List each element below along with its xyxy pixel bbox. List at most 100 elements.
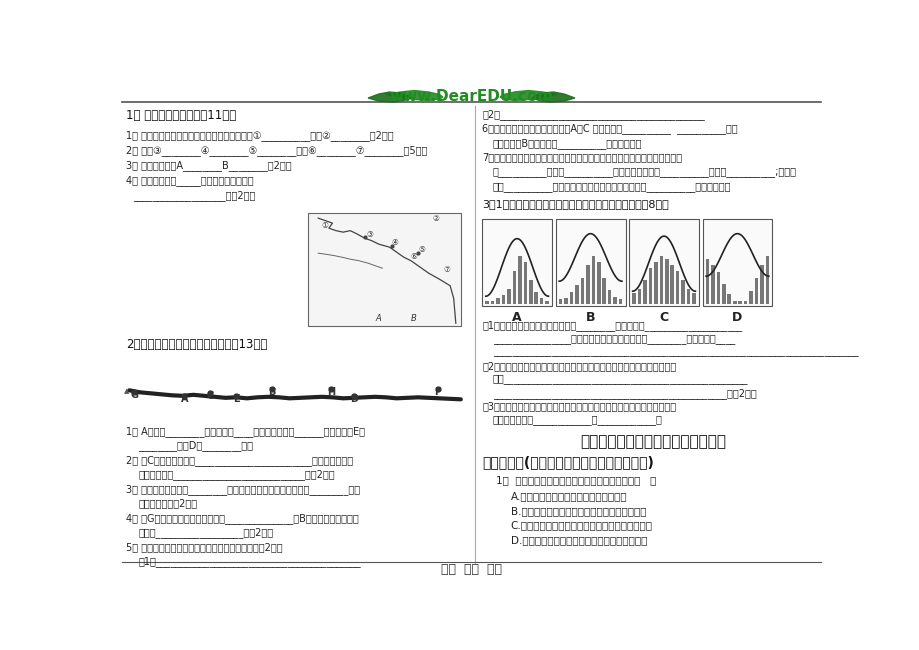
Text: A.北京是我国最大的城市和政治中心城市: A.北京是我国最大的城市和政治中心城市 [510, 491, 627, 501]
Bar [569, 292, 573, 304]
Polygon shape [386, 90, 443, 101]
Text: C: C [206, 391, 213, 401]
Bar [686, 289, 689, 304]
Text: B.北京是我国政治文化中心和国际交往中心城市: B.北京是我国政治文化中心和国际交往中心城市 [510, 506, 645, 516]
Bar [754, 278, 757, 304]
Bar [485, 301, 488, 304]
Polygon shape [368, 92, 411, 102]
Text: 4、 在该区建立起_____型工业地带，其特点: 4、 在该区建立起_____型工业地带，其特点 [126, 175, 253, 186]
Bar [691, 293, 695, 304]
Bar [732, 300, 736, 304]
Text: 5、 为防治长江水污染，你认为应采取什么措施？（2分）: 5、 为防治长江水污染，你认为应采取什么措施？（2分） [126, 542, 282, 552]
Bar [705, 259, 709, 304]
Text: A: A [180, 395, 187, 404]
Text: 1、 图中数码代表的地理事物名称分别是：河流①__________海洋②________（2分）: 1、 图中数码代表的地理事物名称分别是：河流①__________海洋②____… [126, 130, 393, 141]
Bar [759, 265, 763, 304]
Bar [727, 294, 731, 304]
Text: 异：__________________________________________________: 异：______________________________________… [493, 374, 747, 384]
Bar [585, 265, 589, 304]
Text: ③: ③ [366, 229, 372, 239]
Bar [574, 285, 578, 304]
Text: 区的典型植被是____________和____________。: 区的典型植被是____________和____________。 [493, 415, 662, 425]
Text: ④: ④ [391, 238, 398, 247]
Bar [664, 259, 668, 304]
Bar [642, 280, 646, 304]
Text: ⑥: ⑥ [411, 252, 417, 261]
Bar [670, 265, 674, 304]
Polygon shape [500, 90, 557, 101]
Text: 4、 在G市发展钢铁工业的资源条件______________，B市发展轻纺工业的资: 4、 在G市发展钢铁工业的资源条件______________，B市发展轻纺工业… [126, 513, 358, 524]
Text: ①: ① [322, 221, 328, 230]
Bar [743, 300, 746, 304]
Bar [528, 280, 532, 304]
FancyBboxPatch shape [555, 218, 625, 306]
Text: D: D [732, 311, 742, 324]
Text: D: D [350, 395, 357, 404]
Bar [563, 298, 567, 304]
Bar [602, 278, 606, 304]
Text: 2、（一）读长江沿江地带图回答（13分）: 2、（一）读长江沿江地带图回答（13分） [126, 338, 267, 351]
Text: 2、 城市③________④________⑤________铁路⑥________⑦________（5分）: 2、 城市③________④________⑤________铁路⑥_____… [126, 145, 426, 156]
Text: 制__________，提高__________；植被方面要营造__________，改善__________;水利方: 制__________，提高__________；植被方面要营造________… [493, 167, 796, 177]
Bar [659, 255, 663, 304]
FancyBboxPatch shape [482, 218, 551, 306]
Bar [738, 300, 741, 304]
Bar [534, 292, 538, 304]
Text: B: B [411, 314, 416, 323]
Text: 6、在长江沿江工业带的城市中，A、C 为中心的是__________  __________等工: 6、在长江沿江工业带的城市中，A、C 为中心的是__________ _____… [482, 124, 737, 135]
Text: （1）__________________________________________: （1）_____________________________________… [139, 556, 361, 567]
Text: ②: ② [432, 214, 438, 223]
Text: ▲: ▲ [123, 388, 129, 395]
Text: F: F [434, 387, 440, 397]
Text: （2）、受气温和降水特点的影响，说说北方和南方的河流会有什么样的差: （2）、受气温和降水特点的影响，说说北方和南方的河流会有什么样的差 [482, 361, 675, 370]
Bar [613, 297, 616, 304]
Text: B: B [268, 387, 276, 397]
Bar [765, 255, 768, 304]
Text: 3、1、读下列四幅气温曲线和降水柱状图，作出判断（8分）: 3、1、读下列四幅气温曲线和降水柱状图，作出判断（8分） [482, 199, 668, 209]
Text: B: B [585, 311, 595, 324]
Text: 3、 特别行政区：A________B________（2分）: 3、 特别行政区：A________B________（2分） [126, 160, 291, 171]
Bar [637, 289, 641, 304]
Text: 业基地，以B为中心的是__________等工业基地。: 业基地，以B为中心的是__________等工业基地。 [493, 138, 641, 149]
FancyBboxPatch shape [307, 213, 460, 326]
Text: 面要__________，增强调洪能力；在工业方面要消除__________，保护环境。: 面要__________，增强调洪能力；在工业方面要消除__________，保… [493, 181, 731, 192]
Text: 人教版八年级地理第二学期期末考试: 人教版八年级地理第二学期期末考试 [580, 434, 725, 449]
Polygon shape [531, 92, 574, 102]
Text: ___________________________________________________________________________: ________________________________________… [493, 347, 857, 358]
Bar [675, 270, 678, 304]
Text: ________________________________________________。（2分）: ________________________________________… [493, 388, 755, 398]
Text: C: C [659, 311, 668, 324]
Text: 心（填字母）（2分）: 心（填字母）（2分） [139, 499, 198, 508]
Text: 源条件__________________，（2分）: 源条件__________________，（2分） [139, 527, 273, 538]
Text: （1）、反映北方地区气候特点的是________图，原因是____________________: （1）、反映北方地区气候特点的是________图，原因是___________… [482, 320, 742, 331]
Bar [591, 255, 595, 304]
Text: 7、长江沿江地带的经济发展还必须加强生态环境的建设。对于人口方面应控: 7、长江沿江地带的经济发展还必须加强生态环境的建设。对于人口方面应控 [482, 153, 682, 162]
Text: A: A [512, 311, 521, 324]
Text: H: H [327, 387, 335, 397]
Text: ⑤: ⑤ [417, 245, 425, 254]
Text: （2）__________________________________________: （2）_____________________________________… [482, 109, 704, 120]
Text: 一、选择题(请将正确的选择代号填入括号中): 一、选择题(请将正确的选择代号填入括号中) [482, 456, 653, 469]
Bar [539, 298, 543, 304]
Text: www.DearEDU.com: www.DearEDU.com [389, 89, 553, 104]
Bar [523, 261, 527, 304]
Text: ________________，反映南方地区气候特点的是________图，原因是____: ________________，反映南方地区气候特点的是________图，原… [493, 333, 734, 344]
Bar [648, 268, 652, 304]
Text: ________湖，D是________湖。: ________湖，D是________湖。 [139, 440, 254, 451]
Text: C.北京是我国最大的商业中心城市和对外交往城市: C.北京是我国最大的商业中心城市和对外交往城市 [510, 521, 652, 530]
Text: 用心  爱心  专心: 用心 爱心 专心 [440, 563, 502, 576]
Bar [721, 285, 725, 304]
Bar [512, 270, 516, 304]
FancyBboxPatch shape [702, 218, 772, 306]
Bar [618, 299, 621, 304]
Bar [501, 294, 505, 304]
Text: 的主要作用是___________________________。（2分）: 的主要作用是___________________________。（2分） [139, 469, 335, 480]
Text: 1、  下列是有关北京城市职能的叙述，正确的是（   ）: 1、 下列是有关北京城市职能的叙述，正确的是（ ） [496, 475, 656, 486]
Text: E: E [233, 395, 239, 404]
Bar [506, 289, 510, 304]
Bar [631, 293, 635, 304]
Text: 1、 读某区域地图回答（11分）: 1、 读某区域地图回答（11分） [126, 109, 235, 122]
Text: D.北京是我国北方地区经济中心和旅游中心城市: D.北京是我国北方地区经济中心和旅游中心城市 [510, 535, 646, 545]
Bar [580, 278, 584, 304]
Text: G: G [130, 390, 139, 400]
